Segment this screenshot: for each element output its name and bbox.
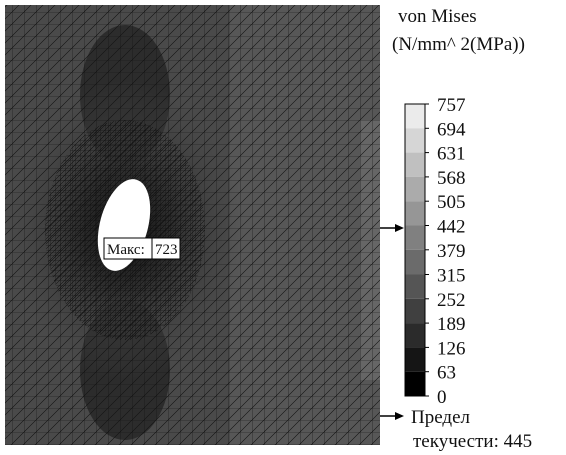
yield-text: текучести: [413,431,499,452]
tick-label: 0 [437,387,447,408]
yield-value: 445 [504,431,533,452]
colorbar-band [405,323,425,347]
colorbar-band [405,104,425,128]
yield-label: Предел [411,407,471,428]
colorbar-band [405,201,425,225]
tick-label: 442 [437,217,466,238]
tick-label: 757 [437,95,466,116]
arrow [380,224,404,420]
colorbar-band [405,153,425,177]
max-marker: Макс: 723 [104,238,180,259]
tick-label: 189 [437,314,466,335]
colorbar-band [405,250,425,275]
tick-label: 694 [437,119,466,140]
tick-label: 505 [437,192,466,213]
mesh-plot [5,5,380,445]
colorbar-band [405,177,425,201]
colorbar-band [405,274,425,298]
tick-label: 315 [437,265,466,286]
colorbar-band [405,299,425,323]
colorbar-band [405,128,425,152]
yield-label-2: текучести: 445 [413,431,532,452]
fea-figure: Макс: 723 von Mises (N/mm^ 2(MPa)) 757 69… [0,0,566,455]
tick-label: 126 [437,338,466,359]
tick-label: 63 [437,363,456,384]
legend-title: von Mises [398,6,477,27]
tick-label: 568 [437,168,466,189]
tick-label: 379 [437,241,466,262]
max-value: 723 [155,242,178,258]
legend-unit: (N/mm^ 2(MPa)) [392,34,525,55]
colorbar-band [405,347,425,371]
colorbar-band [405,226,425,250]
colorbar: 757 694 631 568 505 442 379 315 252 189 126 63 0 [405,95,466,408]
max-label: Макс: [107,242,145,258]
tick-label: 631 [437,144,466,165]
tick-label: 252 [437,290,466,311]
colorbar-band [405,372,425,396]
